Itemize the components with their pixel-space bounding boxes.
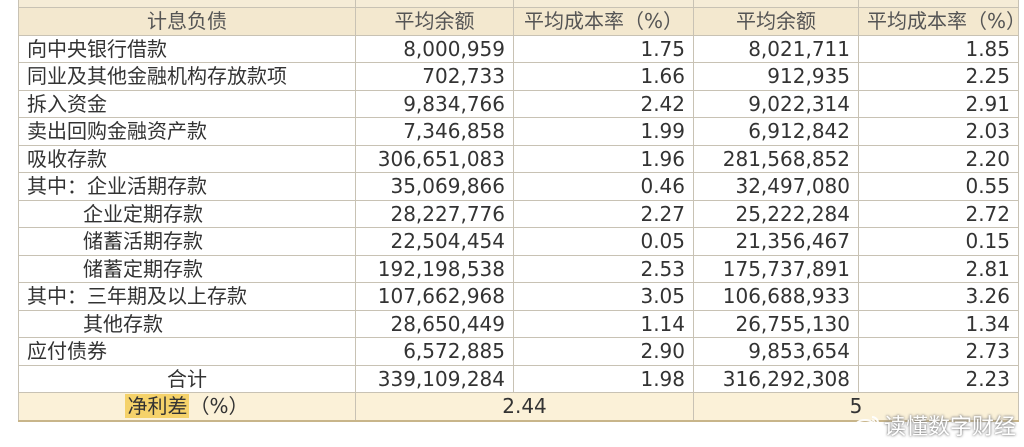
- avg-balance-1: 8,000,959: [355, 34, 514, 63]
- avg-cost-2: 1.85: [858, 34, 1019, 63]
- avg-cost-2: 2.03: [858, 117, 1019, 146]
- weibo-logo-icon: [853, 414, 880, 436]
- avg-cost-2: 1.34: [858, 309, 1019, 338]
- avg-cost-2: 2.72: [858, 199, 1019, 228]
- table-row: 其中：企业活期存款 35,069,866 0.46 32,497,080 0.5…: [18, 172, 1019, 201]
- avg-balance-2: 281,568,852: [693, 144, 859, 173]
- total-avg-cost-2: 2.23: [858, 364, 1019, 393]
- avg-balance-1: 28,227,776: [355, 199, 514, 228]
- total-row: 合计 339,109,284 1.98 316,292,308 2.23: [18, 364, 1019, 393]
- avg-cost-1: 3.05: [513, 282, 694, 311]
- total-avg-cost-1: 1.98: [513, 364, 694, 393]
- avg-cost-1: 2.42: [513, 89, 694, 118]
- total-avg-balance-2: 316,292,308: [693, 364, 859, 393]
- avg-balance-1: 22,504,454: [355, 227, 514, 256]
- table-row: 向中央银行借款 8,000,959 1.75 8,021,711 1.85: [18, 34, 1019, 63]
- avg-cost-2: 2.73: [858, 337, 1019, 366]
- avg-balance-2: 912,935: [693, 62, 859, 91]
- avg-cost-1: 1.96: [513, 144, 694, 173]
- row-label: 同业及其他金融机构存放款项: [18, 62, 356, 91]
- avg-cost-2: 2.91: [858, 89, 1019, 118]
- avg-cost-1: 2.53: [513, 254, 694, 283]
- avg-balance-1: 7,346,858: [355, 117, 514, 146]
- avg-cost-2: 2.20: [858, 144, 1019, 173]
- table-row: 储蓄活期存款 22,504,454 0.05 21,356,467 0.15: [18, 227, 1019, 256]
- avg-balance-1: 35,069,866: [355, 172, 514, 201]
- net-interest-spread-label: 净利差 （%）: [18, 392, 356, 422]
- header-avg-balance-2: 平均余额: [693, 7, 859, 36]
- avg-cost-1: 0.46: [513, 172, 694, 201]
- row-label: 其中：企业活期存款: [18, 172, 356, 201]
- avg-balance-2: 26,755,130: [693, 309, 859, 338]
- row-label: 向中央银行借款: [18, 34, 356, 63]
- avg-balance-2: 25,222,284: [693, 199, 859, 228]
- avg-balance-2: 106,688,933: [693, 282, 859, 311]
- table-row: 其他存款 28,650,449 1.14 26,755,130 1.34: [18, 309, 1019, 338]
- avg-balance-1: 28,650,449: [355, 309, 514, 338]
- avg-cost-1: 2.27: [513, 199, 694, 228]
- row-label: 拆入资金: [18, 89, 356, 118]
- avg-balance-1: 192,198,538: [355, 254, 514, 283]
- avg-cost-1: 0.05: [513, 227, 694, 256]
- net-interest-spread-highlight: 净利差: [125, 394, 190, 418]
- avg-balance-2: 175,737,891: [693, 254, 859, 283]
- avg-cost-1: 1.99: [513, 117, 694, 146]
- header-avg-balance-1: 平均余额: [355, 7, 514, 36]
- avg-balance-1: 6,572,885: [355, 337, 514, 366]
- avg-balance-2: 32,497,080: [693, 172, 859, 201]
- avg-balance-2: 8,021,711: [693, 34, 859, 63]
- avg-balance-1: 306,651,083: [355, 144, 514, 173]
- avg-cost-1: 1.66: [513, 62, 694, 91]
- avg-balance-1: 9,834,766: [355, 89, 514, 118]
- avg-cost-2: 0.55: [858, 172, 1019, 201]
- table-header: 计息负债 平均余额 平均成本率（%） 平均余额 平均成本率（%）: [18, 7, 1019, 36]
- row-label: 其他存款: [18, 309, 356, 338]
- header-item: 计息负债: [18, 7, 356, 36]
- avg-balance-2: 9,853,654: [693, 337, 859, 366]
- avg-cost-2: 0.15: [858, 227, 1019, 256]
- avg-cost-2: 2.81: [858, 254, 1019, 283]
- avg-cost-1: 2.90: [513, 337, 694, 366]
- table-row: 储蓄定期存款 192,198,538 2.53 175,737,891 2.81: [18, 254, 1019, 283]
- net-interest-spread-value-2: 5: [693, 392, 1019, 422]
- avg-balance-1: 702,733: [355, 62, 514, 91]
- row-label: 吸收存款: [18, 144, 356, 173]
- table-row: 应付债券 6,572,885 2.90 9,853,654 2.73: [18, 337, 1019, 366]
- row-label: 应付债券: [18, 337, 356, 366]
- table-row: 其中：三年期及以上存款 107,662,968 3.05 106,688,933…: [18, 282, 1019, 311]
- header-avg-cost-1: 平均成本率（%）: [513, 7, 694, 36]
- net-interest-spread-value-1: 2.44: [355, 392, 694, 422]
- row-label: 企业定期存款: [18, 199, 356, 228]
- weibo-watermark: 读懂数字财经: [853, 409, 1016, 441]
- avg-cost-1: 1.75: [513, 34, 694, 63]
- total-avg-balance-1: 339,109,284: [355, 364, 514, 393]
- interest-bearing-liabilities-table: 计息负债 平均余额 平均成本率（%） 平均余额 平均成本率（%） 向中央银行借款…: [18, 0, 1019, 422]
- avg-cost-2: 2.25: [858, 62, 1019, 91]
- table-row: 吸收存款 306,651,083 1.96 281,568,852 2.20: [18, 144, 1019, 173]
- header-avg-cost-2: 平均成本率（%）: [858, 7, 1019, 36]
- net-interest-spread-row: 净利差 （%） 2.44 5: [18, 392, 1019, 422]
- avg-cost-2: 3.26: [858, 282, 1019, 311]
- table-row: 企业定期存款 28,227,776 2.27 25,222,284 2.72: [18, 199, 1019, 228]
- avg-balance-1: 107,662,968: [355, 282, 514, 311]
- row-label: 储蓄定期存款: [18, 254, 356, 283]
- avg-balance-2: 21,356,467: [693, 227, 859, 256]
- row-label: 卖出回购金融资产款: [18, 117, 356, 146]
- avg-balance-2: 9,022,314: [693, 89, 859, 118]
- avg-balance-2: 6,912,842: [693, 117, 859, 146]
- net-interest-spread-unit: （%）: [189, 394, 249, 418]
- row-label: 其中：三年期及以上存款: [18, 282, 356, 311]
- cut-off-row: [18, 0, 1019, 8]
- row-label: 储蓄活期存款: [18, 227, 356, 256]
- table-row: 卖出回购金融资产款 7,346,858 1.99 6,912,842 2.03: [18, 117, 1019, 146]
- table-row: 拆入资金 9,834,766 2.42 9,022,314 2.91: [18, 89, 1019, 118]
- table-row: 同业及其他金融机构存放款项 702,733 1.66 912,935 2.25: [18, 62, 1019, 91]
- watermark-text: 读懂数字财经: [883, 415, 1016, 440]
- total-label: 合计: [18, 364, 356, 393]
- avg-cost-1: 1.14: [513, 309, 694, 338]
